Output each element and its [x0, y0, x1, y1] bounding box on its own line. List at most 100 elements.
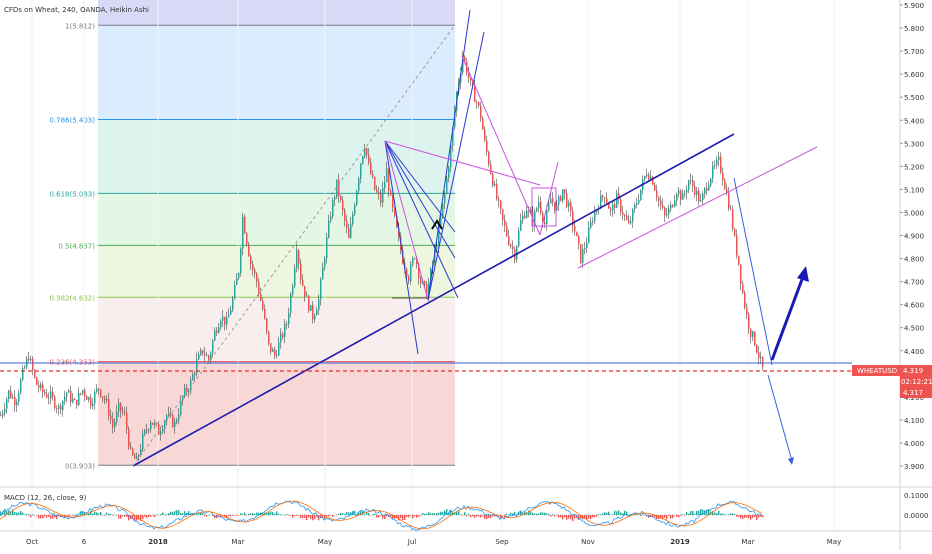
candle-body — [462, 56, 464, 73]
purple-line-1 — [384, 140, 541, 186]
macd-histogram-bar — [276, 511, 278, 515]
candle-body — [172, 414, 174, 427]
macd-histogram-bar — [172, 512, 174, 515]
macd-histogram-bar — [526, 512, 528, 515]
macd-pane[interactable]: 0.1000 0.0000 — [0, 492, 929, 531]
candle-body — [718, 156, 720, 160]
macd-histogram-bar — [466, 515, 468, 517]
macd-histogram-bar — [96, 512, 98, 515]
time-tick-label: 6 — [82, 538, 87, 546]
macd-histogram-bar — [586, 515, 588, 520]
macd-histogram-bar — [142, 515, 144, 520]
macd-histogram-bar — [748, 515, 750, 519]
macd-histogram-bar — [334, 515, 336, 516]
candle-body — [552, 198, 554, 203]
macd-histogram-bar — [450, 509, 452, 515]
macd-histogram-bar — [680, 515, 682, 516]
candle-body — [106, 399, 108, 401]
candle-body — [382, 188, 384, 203]
fib-label: 0(3.903) — [65, 462, 95, 470]
macd-histogram-bar — [44, 515, 46, 517]
candle-body — [74, 399, 76, 400]
macd-histogram-bar — [736, 515, 738, 517]
macd-histogram-bar — [98, 513, 100, 515]
price-tick-label: 5.800 — [904, 25, 924, 33]
candle-body — [372, 174, 374, 177]
macd-histogram-bar — [630, 513, 632, 515]
macd-histogram-bar — [26, 513, 28, 515]
macd-histogram-bar — [458, 511, 460, 515]
macd-histogram-bar — [722, 513, 724, 515]
candle-body — [154, 422, 156, 425]
macd-histogram-bar — [424, 513, 426, 515]
macd-tick-label: 0.1000 — [904, 492, 929, 500]
macd-histogram-bar — [738, 515, 740, 517]
price-tick-label: 5.900 — [904, 2, 924, 10]
macd-histogram-bar — [202, 512, 204, 515]
small-up-chevron — [431, 219, 443, 230]
candle-body — [650, 176, 652, 180]
candle-body — [730, 208, 732, 210]
trend-drawings[interactable] — [0, 9, 852, 467]
macd-histogram-bar — [640, 515, 642, 517]
macd-histogram-bar — [192, 513, 194, 515]
candle-body — [388, 168, 390, 191]
candle-body — [646, 174, 648, 177]
macd-histogram-bar — [572, 515, 574, 522]
price-tick-label: 5.200 — [904, 163, 924, 171]
macd-histogram-bar — [72, 515, 74, 516]
candle-body — [694, 186, 696, 195]
candle-body — [92, 403, 94, 406]
candle-body — [112, 419, 114, 428]
macd-histogram-bar — [534, 513, 536, 515]
macd-histogram-bar — [562, 515, 564, 520]
macd-histogram-bar — [740, 515, 742, 519]
macd-histogram-bar — [278, 513, 280, 515]
candle-body — [708, 185, 710, 191]
macd-histogram-bar — [702, 509, 704, 515]
candle-body — [284, 323, 286, 337]
candle-body — [34, 369, 36, 378]
macd-histogram-bar — [504, 515, 506, 517]
candle-body — [312, 305, 314, 320]
macd-histogram-bar — [486, 515, 488, 520]
candle-body — [418, 264, 420, 279]
macd-histogram-bar — [90, 510, 92, 515]
candle-body — [356, 190, 358, 205]
macd-histogram-bar — [496, 515, 498, 517]
candle-body — [682, 193, 684, 200]
macd-histogram-bar — [34, 515, 36, 516]
candle-body — [414, 258, 416, 260]
candle-body — [556, 204, 558, 210]
candle-body — [166, 415, 168, 422]
candle-body — [444, 193, 446, 204]
candle-body — [20, 379, 22, 394]
macd-histogram-bar — [112, 515, 114, 516]
macd-histogram-bar — [350, 512, 352, 515]
macd-histogram-bar — [154, 515, 156, 518]
candle-body — [330, 216, 332, 221]
chart-title: CFDs on Wheat, 240, OANDA, Heikin Ashi — [4, 6, 149, 14]
candle-body — [524, 215, 526, 218]
macd-histogram-bar — [28, 514, 30, 515]
macd-histogram-bar — [758, 515, 760, 518]
macd-histogram-bar — [426, 513, 428, 515]
candle-body — [128, 428, 130, 447]
macd-histogram-bar — [664, 515, 666, 518]
macd-histogram-bar — [216, 515, 218, 519]
macd-histogram-bar — [302, 515, 304, 519]
candle-body — [508, 235, 510, 245]
macd-histogram-bar — [392, 515, 394, 519]
macd-histogram-bar — [308, 515, 310, 518]
candle-body — [104, 397, 106, 401]
macd-histogram-bar — [518, 511, 520, 515]
macd-histogram-bar — [588, 515, 590, 519]
candle-body — [710, 178, 712, 186]
countdown-tag: 02:12:21 — [900, 376, 932, 387]
candle-body — [684, 192, 686, 194]
macd-histogram-bar — [344, 514, 346, 515]
candle-body — [110, 415, 112, 420]
candle-body — [450, 145, 452, 168]
